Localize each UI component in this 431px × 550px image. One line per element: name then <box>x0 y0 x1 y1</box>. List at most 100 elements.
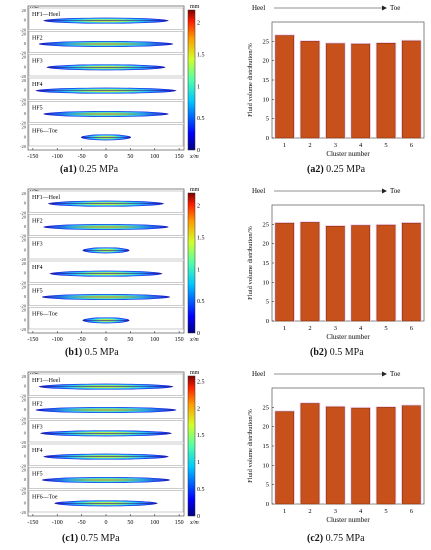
colorbar-tick-label: 0 <box>197 331 200 337</box>
fracture-label: HF1—Heel <box>32 195 60 201</box>
x-tick-label: -50 <box>78 337 86 343</box>
y-tick-label: 25 <box>263 38 270 45</box>
pressure-label: 0.75 MPa <box>325 533 365 544</box>
colorbar <box>187 9 196 151</box>
y-tick-label: 0 <box>24 317 27 322</box>
bar <box>325 226 345 322</box>
y-tick-label: 0 <box>24 271 27 276</box>
y-tick-label: -20 <box>20 487 27 492</box>
x-tick-label: 3 <box>334 142 337 149</box>
pressure-label: 0.5 MPa <box>84 347 119 358</box>
y-tick-label: 0 <box>24 477 27 482</box>
toe-label: Toe <box>390 4 400 12</box>
y-tick-label: 0 <box>24 134 27 139</box>
y-tick-label: -20 <box>20 144 27 149</box>
y-axis-label: Fluid volume distribution/% <box>247 226 254 300</box>
x-axis-label: x/m <box>189 337 199 343</box>
y-tick-label: 20 <box>22 125 27 130</box>
x-axis-label: Cluster number <box>326 150 370 158</box>
x-tick-label: 6 <box>410 142 414 149</box>
y-tick-label: 20 <box>22 238 27 243</box>
y-tick-label: 5 <box>266 116 269 123</box>
x-tick-label: 0 <box>105 337 108 343</box>
y-tick-label: -20 <box>20 74 27 79</box>
pressure-label: 0.25 MPa <box>326 164 366 175</box>
row-a: y/mHF1—Heel200-20HF2200-20HF3200-20HF420… <box>0 0 431 183</box>
pressure-label: 0.25 MPa <box>79 164 119 175</box>
x-tick-label: 1 <box>283 508 286 515</box>
colorbar-tick-label: 1 <box>197 84 200 90</box>
panel-caption: (c2) 0.75 MPa <box>307 533 365 544</box>
x-tick-label: 50 <box>127 154 133 160</box>
panel-caption: (a2) 0.25 MPa <box>307 164 365 175</box>
panel-id: (a1) <box>60 164 77 175</box>
x-tick-label: -100 <box>52 520 63 526</box>
fluid-distribution-panel: Heel Toe 0 5 10 15 20 25 Fluid volume distributi… <box>232 366 431 541</box>
y-tick-label: -20 <box>20 27 27 32</box>
y-tick-label: -20 <box>20 440 27 445</box>
y-tick-label: 20 <box>22 214 27 219</box>
y-tick-label: -20 <box>20 510 27 515</box>
fracture-label: HF2 <box>32 401 43 407</box>
plot-frame <box>271 387 425 505</box>
x-tick-label: 6 <box>410 508 414 515</box>
x-tick-label: 5 <box>384 508 387 515</box>
x-tick-label: 100 <box>150 337 159 343</box>
y-tick-label: 10 <box>263 96 270 103</box>
y-tick-label: -20 <box>20 121 27 126</box>
y-tick-label: 0 <box>24 454 27 459</box>
colorbar-tick-label: 2 <box>197 406 200 412</box>
fracture-label: HF4 <box>32 448 43 454</box>
y-tick-label: 20 <box>22 55 27 60</box>
y-tick-label: -20 <box>20 210 27 215</box>
fracture-label: HF3 <box>32 425 43 431</box>
y-tick-label: 0 <box>24 41 27 46</box>
x-axis-label: Cluster number <box>326 333 370 341</box>
heel-label: Heel <box>252 187 265 195</box>
row-c: y/mHF1—Heel200-20HF2200-20HF3200-20HF420… <box>0 366 431 549</box>
fracture-label: HF4 <box>32 265 43 271</box>
x-tick-label: 150 <box>175 154 184 160</box>
x-tick-label: 4 <box>359 508 363 515</box>
bar <box>376 407 396 505</box>
y-tick-label: 0 <box>24 201 27 206</box>
y-tick-label: -20 <box>20 51 27 56</box>
x-axis-label: x/m <box>189 520 199 526</box>
fracture-label: HF6—Toe <box>32 129 58 135</box>
y-tick-label: 20 <box>22 78 27 83</box>
bar <box>376 224 396 322</box>
y-tick-label: 20 <box>22 191 27 196</box>
panel-id: (a2) <box>307 164 324 175</box>
fracture-label: HF5 <box>32 288 43 294</box>
bar <box>401 40 421 139</box>
panel-id: (c1) <box>62 533 79 544</box>
y-tick-label: 20 <box>22 284 27 289</box>
y-tick-label: 15 <box>263 260 270 267</box>
colorbar-tick-label: 2.5 <box>197 379 205 385</box>
colorbar-unit: mm <box>190 187 200 193</box>
y-tick-label: 0 <box>24 294 27 299</box>
x-axis-label: x/m <box>189 154 199 160</box>
x-tick-label: -100 <box>52 154 63 160</box>
y-tick-label: 15 <box>263 77 270 84</box>
bar <box>275 222 295 322</box>
colorbar-tick-label: 1 <box>197 460 200 466</box>
y-tick-label: 20 <box>22 308 27 313</box>
x-tick-label: 100 <box>150 154 159 160</box>
fracture-label: HF1—Heel <box>32 378 60 384</box>
bar <box>275 35 295 139</box>
bar <box>300 41 320 139</box>
x-tick-label: 50 <box>127 520 133 526</box>
panel-id: (c2) <box>307 533 324 544</box>
fracture-heatmap-svg: y/mHF1—Heel200-20HF2200-20HF3200-20HF420… <box>20 187 205 343</box>
colorbar <box>187 192 196 334</box>
x-tick-label: 1 <box>283 142 286 149</box>
panel-id: (b2) <box>310 347 328 358</box>
fracture-label: HF5 <box>32 471 43 477</box>
y-tick-label: -20 <box>20 327 27 332</box>
y-tick-label: 20 <box>22 421 27 426</box>
y-tick-label: -20 <box>20 234 27 239</box>
colorbar-tick-label: 0 <box>197 148 200 154</box>
fracture-label: HF3 <box>32 59 43 65</box>
x-tick-label: 2 <box>308 325 311 332</box>
